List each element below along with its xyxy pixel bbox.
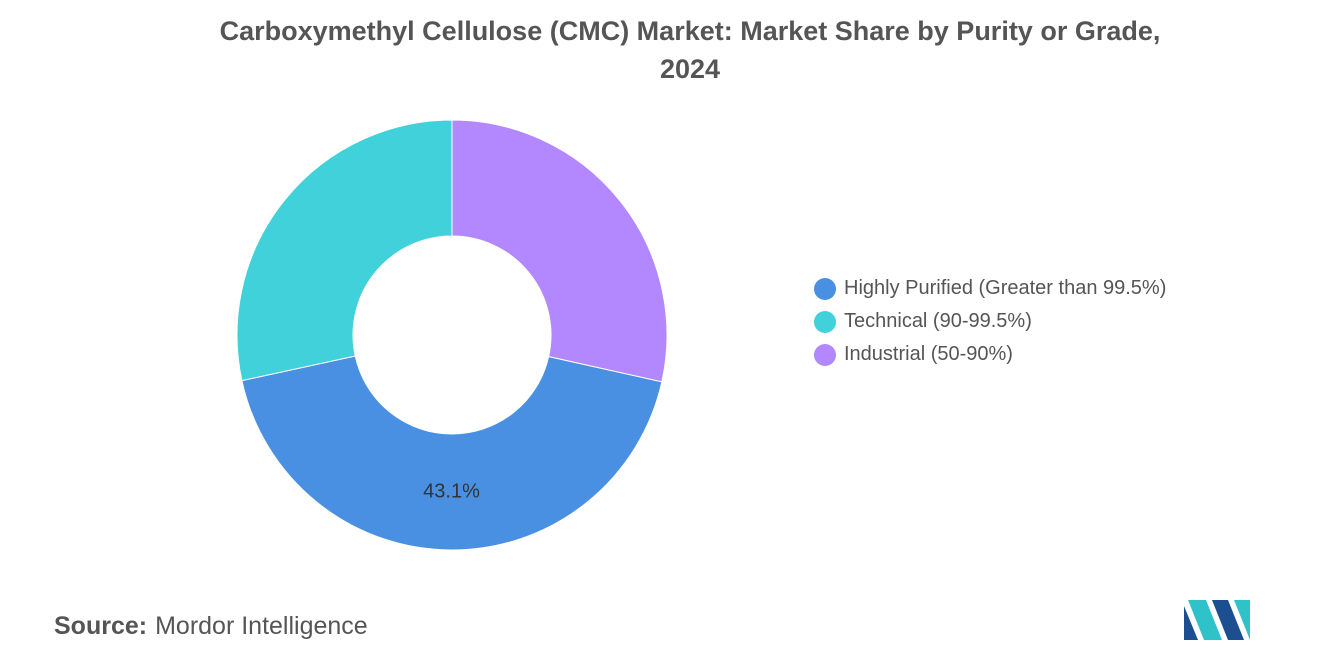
source-text: Mordor Intelligence bbox=[155, 612, 368, 640]
legend-swatch-icon bbox=[814, 277, 836, 300]
legend-swatch-icon bbox=[814, 343, 836, 366]
chart-title-line-2: 2024 bbox=[659, 54, 721, 84]
mordor-intelligence-logo-icon bbox=[1184, 600, 1250, 640]
data-label-0: 43.1% bbox=[423, 480, 480, 502]
source-note: Source: Mordor Intelligence bbox=[54, 612, 368, 641]
donut-slice-0 bbox=[241, 355, 663, 551]
donut-slice-1 bbox=[236, 119, 453, 382]
source-label: Source: bbox=[54, 612, 148, 640]
legend-label: Technical (90-99.5%) bbox=[844, 310, 1032, 332]
legend-swatch-icon bbox=[814, 310, 836, 333]
chart-title-line-1: Carboxymethyl Cellulose (CMC) Market: Ma… bbox=[219, 16, 1161, 46]
legend-label: Industrial (50-90%) bbox=[844, 343, 1013, 365]
chart-legend: Highly Purified (Greater than 99.5%) Tech… bbox=[814, 272, 1166, 371]
chart-title: Carboxymethyl Cellulose (CMC) Market: Ma… bbox=[0, 12, 1320, 88]
legend-item-1: Technical (90-99.5%) bbox=[814, 305, 1166, 338]
donut-slice-2 bbox=[451, 119, 668, 383]
legend-label: Highly Purified (Greater than 99.5%) bbox=[844, 277, 1167, 299]
legend-item-0: Highly Purified (Greater than 99.5%) bbox=[814, 272, 1166, 305]
legend-item-2: Industrial (50-90%) bbox=[814, 338, 1166, 371]
